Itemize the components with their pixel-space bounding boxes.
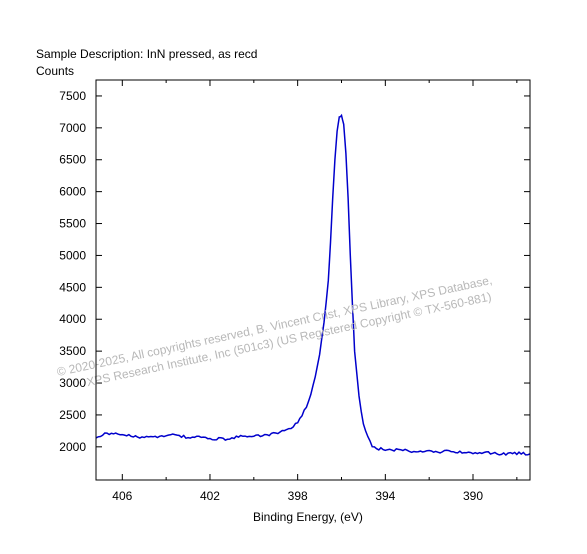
y-tick-label: 7500 [59,89,86,103]
y-tick-label: 3000 [59,376,86,390]
y-tick-label: 7000 [59,121,86,135]
x-axis-label: Binding Energy, (eV) [253,510,363,524]
tick-labels: 2000 2500 3000 3500 4000 4500 5000 5500 6000 6500… [59,89,483,503]
y-tick-label: 2000 [59,440,86,454]
y-tick-label: 3500 [59,344,86,358]
y-tick-label: 5000 [59,248,86,262]
y-tick-label: 6500 [59,153,86,167]
watermark-line-2: XPS Research Institute, Inc (501c3) (US … [85,289,492,389]
watermark-line-1: © 2020-2025, All copyrights reserved, B.… [56,273,494,379]
y-tick-label: 4000 [59,312,86,326]
x-tick-label: 406 [112,489,132,503]
y-tick-label: 2500 [59,408,86,422]
axis-ticks [96,80,530,480]
spectrum-line [95,113,531,457]
x-tick-label: 398 [288,489,308,503]
x-tick-label: 394 [375,489,395,503]
copyright-watermark: © 2020-2025, All copyrights reserved, B.… [56,273,494,389]
y-tick-label: 4500 [59,280,86,294]
y-tick-label: 6000 [59,185,86,199]
plot-frame [95,79,531,481]
x-tick-label: 402 [200,489,220,503]
y-axis-label: Counts [36,64,75,78]
sample-description: Sample Description: InN pressed, as recd [36,47,258,61]
y-tick-label: 5500 [59,217,86,231]
x-tick-label: 390 [463,489,483,503]
